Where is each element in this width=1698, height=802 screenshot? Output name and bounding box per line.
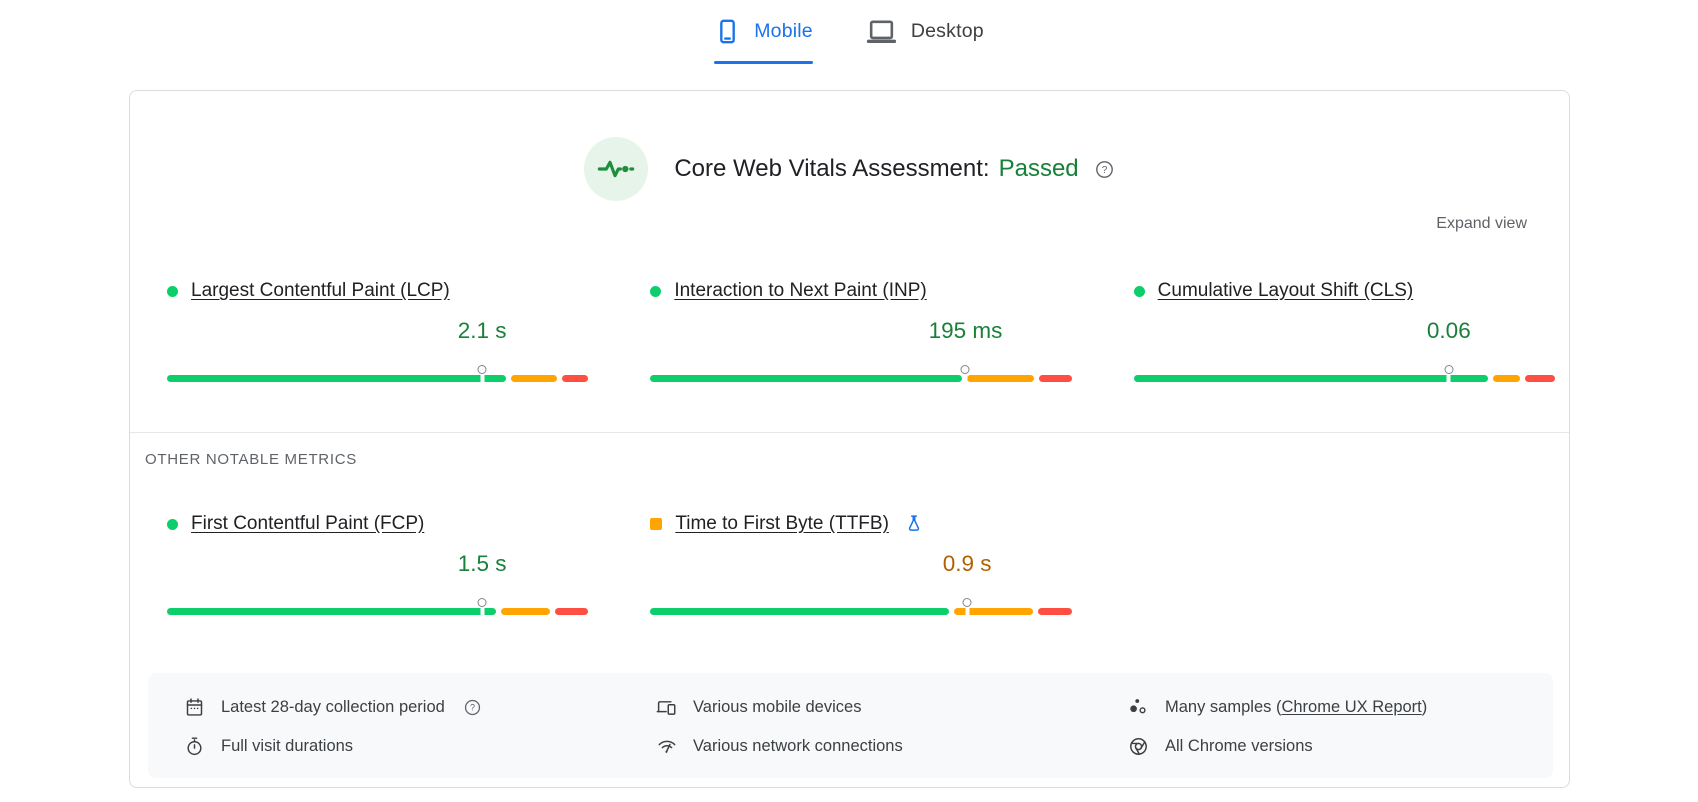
note-connections: Various network connections	[655, 736, 1127, 757]
bar-poor	[1038, 375, 1072, 382]
metric-lcp: Largest Contentful Paint (LCP) 2.1 s	[167, 278, 589, 384]
svg-text:?: ?	[1101, 165, 1107, 176]
status-dot	[167, 285, 178, 297]
status-dot	[650, 518, 663, 530]
note-chrome-versions: All Chrome versions	[1127, 736, 1553, 757]
network-icon	[655, 736, 678, 757]
p75-marker	[477, 365, 487, 384]
bar-good	[650, 375, 963, 382]
metric-ttfb: Time to First Byte (TTFB) 0.9 s	[650, 511, 1072, 617]
note-devices: Various mobile devices	[655, 697, 1127, 718]
help-icon[interactable]: ?	[463, 698, 482, 717]
devices-icon	[655, 697, 678, 718]
smartphone-icon	[714, 16, 741, 47]
metric-ttfb-link[interactable]: Time to First Byte (TTFB)	[675, 513, 889, 534]
other-metrics-row: First Contentful Paint (FCP) 1.5 s	[167, 511, 1555, 617]
distribution-bar	[650, 375, 1072, 382]
active-tab-underline	[714, 61, 813, 64]
metric-inp-link[interactable]: Interaction to Next Paint (INP)	[674, 280, 927, 301]
core-metrics-row: Largest Contentful Paint (LCP) 2.1 s	[167, 278, 1555, 384]
bar-needs-improvement	[967, 375, 1034, 382]
bar-needs-improvement	[511, 375, 557, 382]
assessment-header: Core Web Vitals Assessment: Passed ?	[130, 137, 1569, 201]
laptop-icon	[865, 16, 898, 47]
bar-poor	[1037, 608, 1072, 615]
bar-good	[650, 608, 950, 615]
p75-marker	[1444, 365, 1454, 384]
pulse-icon	[584, 137, 649, 201]
other-metrics-heading: OTHER NOTABLE METRICS	[145, 451, 357, 468]
bar-good	[167, 608, 497, 615]
status-dot	[1133, 285, 1145, 297]
p75-marker	[962, 598, 972, 617]
note-visit-durations: Full visit durations	[183, 736, 655, 757]
metric-value: 195 ms	[928, 318, 1003, 343]
metric-value: 0.9 s	[942, 551, 992, 576]
bar-good	[167, 375, 507, 382]
svg-text:?: ?	[470, 703, 475, 713]
stopwatch-icon	[183, 736, 206, 757]
distribution-bar	[1133, 375, 1555, 382]
metric-value: 2.1 s	[457, 318, 507, 343]
tab-mobile[interactable]: Mobile	[714, 10, 813, 64]
samples-icon	[1127, 697, 1150, 718]
calendar-icon	[183, 697, 206, 718]
p75-marker	[477, 598, 487, 617]
tab-desktop[interactable]: Desktop	[865, 10, 984, 64]
metric-value: 0.06	[1426, 318, 1471, 343]
bar-good	[1133, 375, 1488, 382]
section-divider	[130, 432, 1569, 433]
expand-view-button[interactable]: Expand view	[1436, 215, 1527, 232]
status-dot	[167, 518, 178, 530]
core-web-vitals-card: Core Web Vitals Assessment: Passed ? Expa…	[129, 90, 1570, 788]
chrome-icon	[1127, 736, 1150, 757]
distribution-bar	[167, 375, 589, 382]
tab-mobile-label: Mobile	[754, 19, 813, 42]
note-collection-period: Latest 28-day collection period ?	[183, 697, 655, 718]
p75-marker	[960, 365, 970, 384]
crux-report-link[interactable]: Chrome UX Report	[1281, 698, 1422, 716]
assessment-title: Core Web Vitals Assessment: Passed ?	[674, 155, 1114, 183]
metric-cls-link[interactable]: Cumulative Layout Shift (CLS)	[1157, 280, 1414, 301]
metric-lcp-link[interactable]: Largest Contentful Paint (LCP)	[191, 280, 450, 301]
bar-needs-improvement	[954, 608, 1033, 615]
metric-inp: Interaction to Next Paint (INP) 195 ms	[650, 278, 1072, 384]
bar-poor	[1525, 375, 1555, 382]
metric-cls: Cumulative Layout Shift (CLS) 0.06	[1133, 278, 1555, 384]
note-many-samples: Many samples (Chrome UX Report)	[1127, 697, 1553, 718]
metric-value: 1.5 s	[457, 551, 507, 576]
distribution-bar	[650, 608, 1072, 615]
metric-fcp: First Contentful Paint (FCP) 1.5 s	[167, 511, 589, 617]
experimental-flask-icon[interactable]	[904, 514, 924, 534]
metric-fcp-link[interactable]: First Contentful Paint (FCP)	[191, 513, 425, 534]
assessment-result: Passed	[998, 155, 1079, 182]
status-dot	[650, 285, 662, 297]
bar-needs-improvement	[1492, 375, 1521, 382]
bar-poor	[555, 608, 589, 615]
distribution-bar	[167, 608, 589, 615]
tab-desktop-label: Desktop	[910, 19, 984, 42]
bar-poor	[561, 375, 589, 382]
bar-needs-improvement	[501, 608, 551, 615]
device-tabs: Mobile Desktop	[0, 0, 1698, 64]
help-icon[interactable]: ?	[1094, 159, 1115, 180]
data-notes-panel: Latest 28-day collection period ?	[148, 673, 1553, 778]
